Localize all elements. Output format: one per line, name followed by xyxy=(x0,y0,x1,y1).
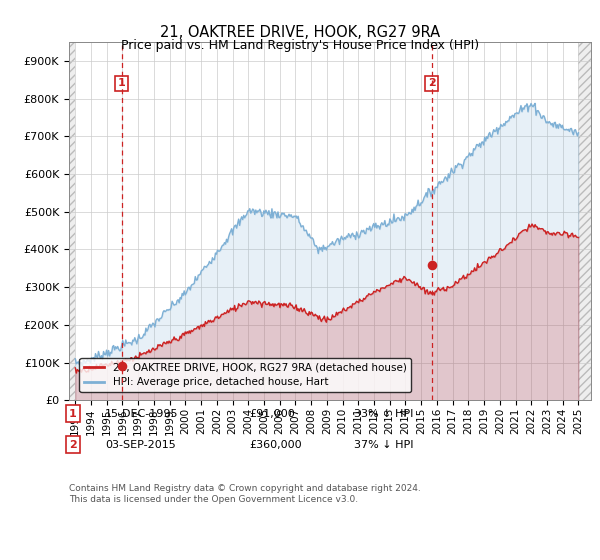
Legend: 21, OAKTREE DRIVE, HOOK, RG27 9RA (detached house), HPI: Average price, detached: 21, OAKTREE DRIVE, HOOK, RG27 9RA (detac… xyxy=(79,358,411,391)
Text: 03-SEP-2015: 03-SEP-2015 xyxy=(105,440,176,450)
Text: £360,000: £360,000 xyxy=(249,440,302,450)
Text: 33% ↓ HPI: 33% ↓ HPI xyxy=(354,409,413,419)
Text: 37% ↓ HPI: 37% ↓ HPI xyxy=(354,440,413,450)
Text: £91,000: £91,000 xyxy=(249,409,295,419)
Bar xyxy=(69,42,75,400)
Text: 15-DEC-1995: 15-DEC-1995 xyxy=(105,409,179,419)
Text: Price paid vs. HM Land Registry's House Price Index (HPI): Price paid vs. HM Land Registry's House … xyxy=(121,39,479,52)
Text: Contains HM Land Registry data © Crown copyright and database right 2024.
This d: Contains HM Land Registry data © Crown c… xyxy=(69,484,421,504)
Text: 1: 1 xyxy=(118,78,126,88)
Point xyxy=(117,362,127,371)
Text: 1: 1 xyxy=(69,409,77,419)
Text: 2: 2 xyxy=(69,440,77,450)
Text: 2: 2 xyxy=(428,78,436,88)
Text: 21, OAKTREE DRIVE, HOOK, RG27 9RA: 21, OAKTREE DRIVE, HOOK, RG27 9RA xyxy=(160,25,440,40)
Point xyxy=(427,260,437,269)
Bar xyxy=(578,42,591,400)
